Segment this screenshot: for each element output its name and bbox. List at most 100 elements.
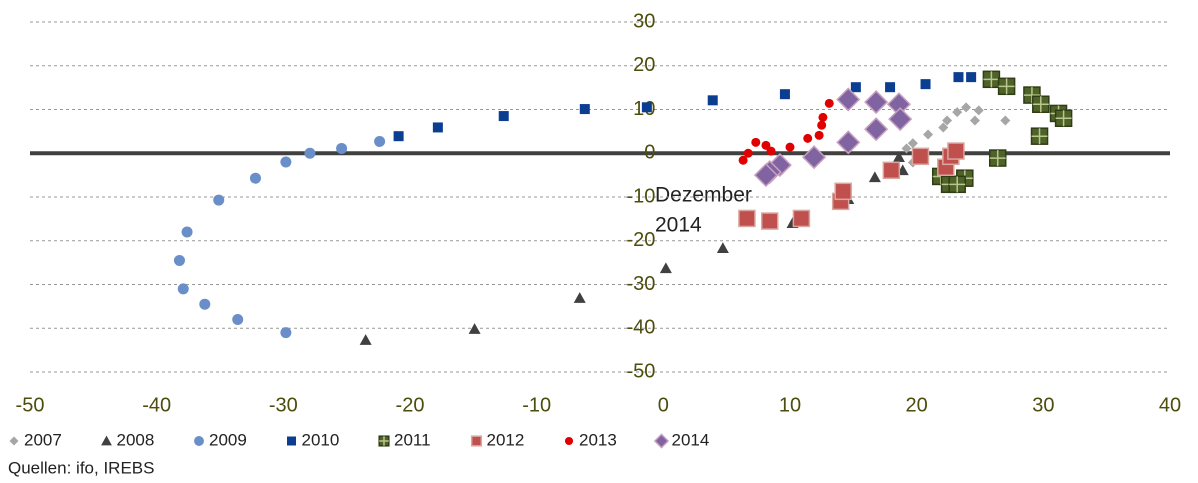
marker	[864, 117, 889, 142]
legend-label: 2007	[24, 430, 62, 449]
marker	[818, 112, 828, 122]
y-tick-label: 20	[633, 54, 655, 76]
marker	[470, 435, 483, 447]
marker-cross	[1031, 128, 1048, 145]
marker-cross	[1032, 96, 1049, 113]
marker	[173, 254, 185, 266]
marker	[969, 115, 980, 126]
marker	[641, 102, 652, 113]
marker	[766, 146, 776, 156]
y-tick-label: -30	[626, 273, 655, 295]
marker	[213, 194, 225, 206]
marker	[888, 107, 913, 132]
marker-cross	[1055, 110, 1072, 127]
marker	[738, 155, 748, 165]
x-tick-label: -20	[396, 394, 425, 416]
x-tick-label: 30	[1032, 394, 1054, 416]
legend-label: 2009	[209, 430, 247, 449]
marker	[882, 161, 901, 180]
marker	[767, 153, 792, 178]
y-tick-label: -50	[626, 360, 655, 382]
marker-cross	[989, 150, 1006, 167]
marker	[564, 436, 574, 446]
marker	[953, 72, 964, 83]
marker	[792, 209, 811, 228]
marker	[973, 105, 984, 116]
marker	[359, 334, 372, 345]
marker	[836, 130, 861, 155]
marker	[194, 436, 204, 446]
marker-cross	[998, 78, 1015, 95]
marker	[966, 72, 977, 83]
marker	[753, 163, 778, 188]
x-tick-label: -30	[269, 394, 298, 416]
marker	[743, 148, 753, 158]
marker	[573, 292, 586, 303]
marker	[885, 82, 896, 93]
x-tick-label: -40	[142, 394, 171, 416]
y-tick-label: -20	[626, 229, 655, 251]
marker	[393, 131, 404, 142]
y-tick-label: -10	[626, 185, 655, 207]
marker	[468, 323, 481, 334]
x-tick-label: 20	[906, 394, 928, 416]
legend-label: 2013	[579, 430, 617, 449]
marker	[716, 242, 729, 253]
marker	[1000, 115, 1011, 126]
legend-label: 2010	[302, 430, 340, 449]
marker-cross	[1023, 87, 1040, 104]
y-tick-label: 0	[644, 142, 655, 164]
marker	[177, 283, 189, 295]
marker	[947, 142, 965, 160]
marker	[785, 142, 795, 152]
marker	[779, 89, 790, 100]
legend-label: 2012	[487, 430, 525, 449]
marker	[864, 90, 889, 115]
marker	[659, 262, 672, 274]
marker	[249, 172, 261, 184]
marker	[304, 147, 316, 159]
marker	[952, 107, 963, 118]
x-tick-label: -10	[522, 394, 551, 416]
marker	[498, 111, 509, 122]
marker	[938, 122, 949, 133]
marker-cross	[949, 176, 966, 193]
marker	[707, 95, 718, 106]
legend-label: 2008	[117, 430, 155, 449]
marker	[907, 138, 918, 149]
marker	[892, 151, 905, 162]
marker	[802, 145, 827, 170]
marker	[181, 226, 193, 238]
source: Quellen: ifo, IREBS	[8, 458, 154, 477]
marker	[901, 143, 912, 154]
marker	[817, 120, 827, 130]
marker	[287, 436, 296, 446]
marker	[920, 79, 931, 90]
marker	[961, 102, 972, 113]
marker	[923, 129, 934, 140]
marker	[199, 298, 211, 310]
marker	[579, 104, 590, 115]
marker	[374, 135, 386, 147]
y-tick-label: 30	[633, 10, 655, 32]
annotation: Dezember	[655, 184, 752, 207]
x-tick-label: 0	[658, 394, 669, 416]
marker	[834, 182, 852, 201]
marker-cross	[983, 71, 1000, 88]
marker	[942, 115, 953, 126]
legend-label: 2014	[672, 430, 710, 449]
marker	[9, 436, 19, 446]
marker	[911, 147, 930, 166]
marker	[280, 327, 292, 339]
marker-cross	[379, 436, 389, 446]
y-tick-label: -40	[626, 317, 655, 339]
x-tick-label: -50	[16, 394, 45, 416]
marker	[760, 212, 779, 230]
marker	[836, 87, 861, 112]
marker	[738, 209, 756, 228]
marker	[432, 122, 443, 133]
marker	[814, 130, 824, 140]
x-tick-label: 40	[1159, 394, 1181, 416]
marker	[653, 433, 670, 449]
